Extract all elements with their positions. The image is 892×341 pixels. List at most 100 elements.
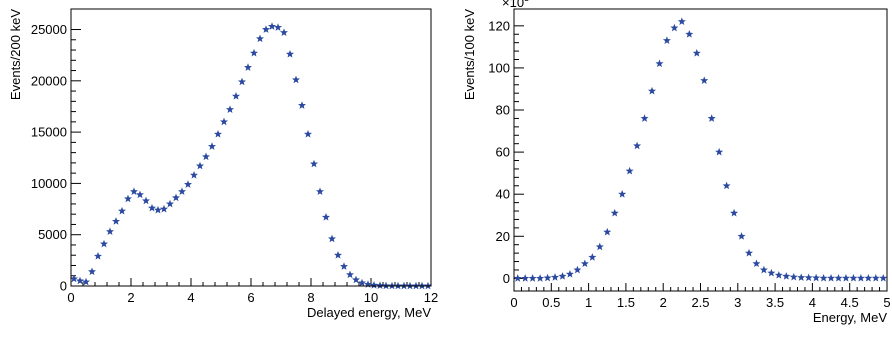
data-point xyxy=(172,193,180,202)
data-point xyxy=(752,259,761,268)
y-tick-label: 25000 xyxy=(31,22,67,37)
data-point xyxy=(618,189,627,198)
data-point xyxy=(316,187,324,196)
data-point xyxy=(528,274,537,282)
data-point xyxy=(166,199,174,208)
data-point xyxy=(100,239,108,248)
y-tick-label: 20000 xyxy=(31,73,67,88)
data-point xyxy=(551,273,560,281)
data-point xyxy=(640,114,649,122)
data-point xyxy=(160,204,168,213)
x-tick-label: 5 xyxy=(883,295,890,310)
x-tick-label: 0 xyxy=(510,295,517,310)
data-point xyxy=(214,129,222,138)
data-point xyxy=(513,274,522,282)
data-point xyxy=(340,262,348,270)
data-point xyxy=(142,196,150,205)
data-point xyxy=(118,206,126,215)
data-point xyxy=(382,281,390,290)
data-point xyxy=(280,28,288,36)
data-point xyxy=(136,190,144,199)
data-point xyxy=(827,273,836,282)
data-point xyxy=(202,152,210,161)
data-point xyxy=(871,273,880,282)
data-point xyxy=(558,272,567,280)
data-point xyxy=(543,273,552,282)
data-point xyxy=(841,273,850,282)
data-point xyxy=(178,187,186,196)
chart-delayed-energy: 0 2 4 6 8 10 12 0 5000 10000 15000 20000 25000 Delay… xyxy=(0,0,446,336)
data-point xyxy=(700,76,709,84)
data-point xyxy=(521,274,530,282)
data-point xyxy=(346,270,354,279)
data-point xyxy=(358,278,366,287)
y-tick-label: 0 xyxy=(503,271,510,286)
data-point xyxy=(304,129,312,138)
data-point xyxy=(715,147,724,156)
data-point xyxy=(322,213,330,221)
x-tick-label: 4.5 xyxy=(841,295,859,310)
data-point xyxy=(722,181,731,190)
data-point xyxy=(573,265,582,274)
chart-delayed-energy-svg: 0 2 4 6 8 10 12 0 5000 10000 15000 20000 25000 Delay… xyxy=(8,8,438,320)
y-axis-multiplier: ×103 xyxy=(502,0,529,10)
y-tick-label: 120 xyxy=(488,18,510,33)
data-point xyxy=(244,63,252,71)
x-axis-label: Delayed energy, MeV xyxy=(307,305,431,320)
x-tick-label: 0.5 xyxy=(542,295,560,310)
data-point xyxy=(849,273,858,282)
data-point xyxy=(130,187,138,196)
data-point xyxy=(238,77,246,86)
data-point xyxy=(298,101,306,109)
data-point xyxy=(196,161,204,170)
data-point xyxy=(76,276,84,285)
x-tick-label: 2.5 xyxy=(691,295,709,310)
data-point xyxy=(190,171,198,179)
x-tick-label: 4 xyxy=(809,295,816,310)
data-point xyxy=(804,273,813,282)
data-point xyxy=(226,105,234,113)
data-point xyxy=(292,75,300,84)
data-point xyxy=(364,280,372,288)
data-point xyxy=(856,273,865,282)
data-point xyxy=(603,227,612,236)
data-point xyxy=(588,253,597,261)
data-point xyxy=(88,267,96,276)
data-point xyxy=(610,208,619,217)
data-point xyxy=(262,25,270,33)
x-tick-label: 2 xyxy=(127,290,134,305)
x-tick-label: 1.5 xyxy=(617,295,635,310)
data-point xyxy=(730,208,739,217)
chart-energy-svg: 0 0.5 1 1.5 2 2.5 3 3.5 4 4.5 5 0 20 40 60 80 100 120 Ene… xyxy=(462,0,891,325)
data-point xyxy=(767,268,776,277)
data-point xyxy=(94,252,102,260)
x-tick-label: 4 xyxy=(187,290,194,305)
data-point xyxy=(834,273,843,282)
data-point xyxy=(274,23,282,31)
data-point xyxy=(536,274,545,282)
data-point xyxy=(124,194,132,203)
chart-energy: 0 0.5 1 1.5 2 2.5 3 3.5 4 4.5 5 0 20 40 60 80 100 120 Ene… xyxy=(446,0,892,336)
data-point xyxy=(352,275,360,284)
y-tick-label: 100 xyxy=(488,60,510,75)
data-point xyxy=(745,248,753,257)
data-point xyxy=(232,92,240,100)
y-tick-label: 60 xyxy=(496,145,510,160)
data-point xyxy=(370,280,378,289)
plot-frame xyxy=(513,8,888,292)
y-axis-label: Events/200 keV xyxy=(8,9,23,100)
data-point xyxy=(737,232,746,240)
data-point xyxy=(774,271,783,279)
plot-frame xyxy=(70,8,432,287)
data-point xyxy=(812,273,821,282)
data-point xyxy=(256,34,264,43)
data-point xyxy=(662,36,671,44)
data-point xyxy=(268,22,276,30)
x-tick-label: 8 xyxy=(307,290,314,305)
data-point xyxy=(797,273,806,281)
data-point xyxy=(864,273,873,282)
data-point xyxy=(879,273,888,282)
data-point xyxy=(595,242,604,251)
data-point xyxy=(106,227,114,236)
x-tick-label: 6 xyxy=(247,290,254,305)
